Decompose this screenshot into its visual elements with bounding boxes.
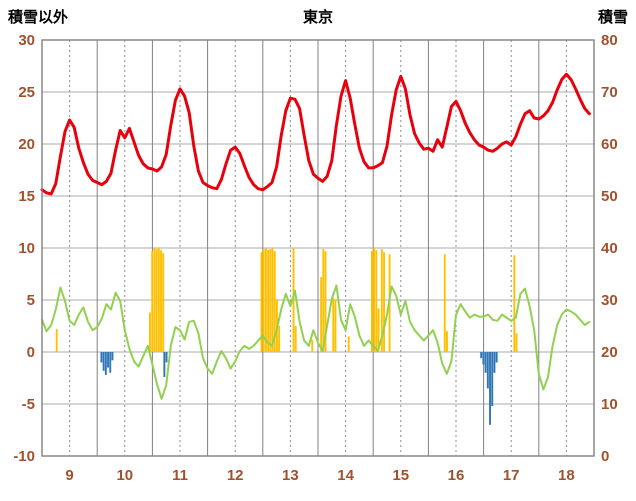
- right-tick-label: 70: [601, 84, 618, 101]
- blue-bars-bar: [480, 352, 483, 359]
- orange-bars-bar: [149, 312, 151, 352]
- blue-bars-bar: [163, 352, 166, 377]
- green-line: [41, 284, 591, 400]
- blue-bars-bar: [489, 352, 491, 425]
- left-tick-label: -10: [13, 448, 35, 465]
- orange-bars-bar: [162, 253, 165, 352]
- orange-bars-bar: [377, 308, 380, 352]
- x-tick-label: 11: [172, 467, 188, 484]
- blue-bars-bar: [484, 352, 487, 373]
- orange-bars-bar: [160, 250, 162, 352]
- orange-bars-bar: [515, 333, 518, 352]
- right-tick-label: 20: [601, 344, 618, 361]
- orange-bars-bar: [151, 251, 154, 352]
- left-tick-label: 25: [18, 84, 35, 101]
- x-tick-label: 12: [227, 467, 244, 484]
- x-tick-label: 14: [337, 467, 354, 484]
- orange-bars-bar: [294, 326, 297, 352]
- orange-bars-bar: [443, 254, 446, 352]
- orange-bars-bar: [380, 249, 383, 352]
- blue-bars-bar: [486, 352, 489, 389]
- chart-title: 東京: [302, 9, 333, 26]
- x-tick-label: 18: [558, 467, 575, 484]
- orange-bars-bar: [267, 250, 270, 352]
- x-tick-label: 9: [65, 467, 73, 484]
- blue-bars-bar: [111, 352, 114, 361]
- left-tick-label: 30: [18, 32, 35, 49]
- x-tick-label: 13: [282, 467, 299, 484]
- blue-bars-bar: [109, 352, 112, 373]
- right-tick-label: 80: [601, 32, 618, 49]
- blue-bars-bar: [495, 352, 498, 363]
- blue-bars-bar: [482, 352, 485, 365]
- left-tick-label: 10: [18, 240, 35, 257]
- right-tick-label: 10: [601, 396, 618, 413]
- orange-bars-bar: [375, 250, 378, 352]
- blue-bars-bar: [104, 352, 107, 375]
- blue-bars-bar: [493, 352, 496, 373]
- orange-bars-bar: [320, 277, 323, 352]
- orange-bars-bar: [262, 249, 265, 352]
- orange-bars-bar: [269, 249, 272, 352]
- x-tick-label: 10: [116, 467, 133, 484]
- orange-bars-bar: [271, 248, 274, 352]
- orange-bars-bar: [153, 248, 156, 352]
- blue-bars-bar: [491, 352, 494, 407]
- orange-bars-bar: [273, 251, 276, 352]
- blue-bars-bar: [100, 352, 103, 363]
- orange-bars-bar: [370, 251, 373, 352]
- orange-bars-bar: [311, 339, 314, 352]
- orange-bars-bar: [446, 331, 448, 352]
- x-tick-label: 15: [392, 467, 409, 484]
- orange-bars-bar: [324, 251, 327, 352]
- orange-bars-bar: [332, 297, 335, 352]
- right-tick-label: 50: [601, 188, 618, 205]
- right-tick-label: 0: [601, 448, 609, 465]
- orange-bars-bar: [334, 300, 337, 352]
- x-tick-label: 17: [503, 467, 520, 484]
- left-tick-label: 0: [27, 344, 35, 361]
- left-axis-title: 積雪以外: [8, 9, 69, 26]
- left-tick-label: 15: [18, 188, 35, 205]
- left-tick-label: -5: [22, 396, 35, 413]
- right-tick-label: 30: [601, 292, 618, 309]
- orange-bars-bar: [157, 248, 160, 352]
- blue-bars-bar: [107, 352, 109, 368]
- orange-bars-bar: [322, 249, 325, 352]
- orange-bars-bar: [260, 252, 263, 352]
- left-tick-label: 20: [18, 136, 35, 153]
- orange-bars-bar: [513, 255, 516, 352]
- orange-bars-bar: [292, 248, 295, 352]
- orange-bars-bar: [55, 329, 58, 352]
- orange-bars-bar: [264, 248, 267, 352]
- right-axis-title: 積雪: [597, 9, 628, 26]
- plot-border: [41, 39, 595, 457]
- red-line: [40, 72, 591, 196]
- orange-bars-bar: [155, 249, 158, 352]
- right-tick-label: 60: [601, 136, 618, 153]
- blue-bars-bar: [165, 352, 168, 363]
- right-tick-label: 40: [601, 240, 618, 257]
- x-tick-label: 16: [448, 467, 465, 484]
- orange-bars-bar: [373, 248, 376, 352]
- blue-bars-bar: [102, 352, 105, 371]
- left-tick-label: 5: [27, 292, 35, 309]
- orange-bars-bar: [347, 336, 350, 352]
- orange-bars-bar: [383, 252, 385, 352]
- orange-bars-bar: [278, 326, 281, 352]
